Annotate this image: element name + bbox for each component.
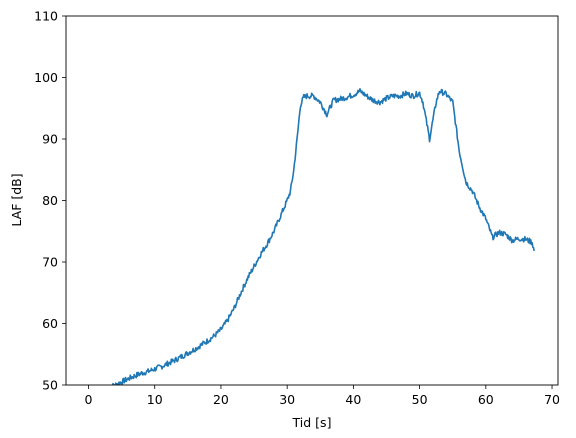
y-tick-label: 100 — [34, 70, 58, 85]
x-tick-label: 70 — [544, 392, 560, 407]
y-axis-label: LAF [dB] — [9, 173, 24, 226]
x-tick-label: 50 — [412, 392, 428, 407]
x-tick-label: 30 — [279, 392, 295, 407]
y-tick-label: 60 — [42, 316, 58, 331]
series-line — [112, 88, 535, 385]
y-axis-ticks: 50 60 70 80 90 100 110 — [34, 9, 66, 393]
x-tick-label: 10 — [147, 392, 163, 407]
x-tick-label: 20 — [213, 392, 229, 407]
y-tick-label: 80 — [42, 193, 58, 208]
plot-frame — [65, 15, 559, 386]
x-tick-label: 60 — [478, 392, 494, 407]
y-tick-label: 90 — [42, 132, 58, 147]
y-tick-label: 70 — [42, 255, 58, 270]
plot-area — [112, 88, 535, 385]
y-tick-label: 110 — [34, 9, 58, 24]
y-tick-label: 50 — [42, 378, 58, 393]
x-tick-label: 0 — [85, 392, 93, 407]
x-axis-label: Tid [s] — [292, 415, 332, 430]
x-axis-ticks: 0 10 20 30 40 50 60 70 — [85, 385, 560, 407]
x-tick-label: 40 — [345, 392, 361, 407]
